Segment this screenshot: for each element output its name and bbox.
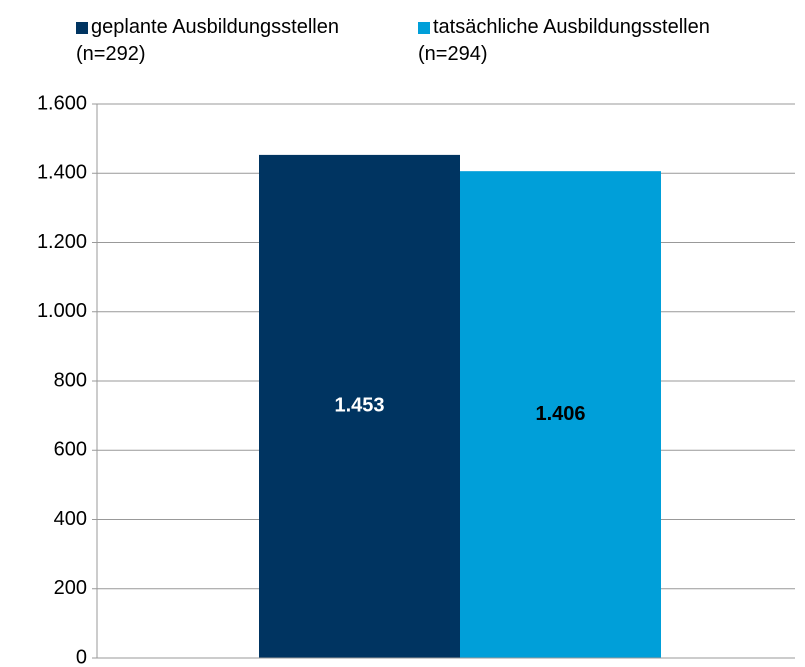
y-tick-label: 800: [54, 369, 87, 391]
y-tick-label: 1.200: [37, 231, 87, 253]
y-tick-label: 0: [76, 646, 87, 667]
legend-entry: geplante Ausbildungsstellen (n=292): [76, 14, 339, 68]
bar: [259, 154, 460, 658]
legend-entry: tatsächliche Ausbildungsstellen (n=294): [418, 14, 710, 68]
y-tick-label: 1.600: [37, 92, 87, 114]
legend-swatch: [418, 22, 430, 34]
data-label: 1.406: [535, 403, 585, 425]
data-label: 1.453: [334, 395, 384, 417]
legend-label: geplante Ausbildungsstellen (n=292): [76, 16, 339, 65]
y-tick-label: 400: [54, 508, 87, 530]
legend-label: tatsächliche Ausbildungsstellen (n=294): [418, 16, 710, 65]
y-tick-label: 200: [54, 577, 87, 599]
y-tick-label: 1.400: [37, 162, 87, 184]
legend-swatch: [76, 22, 88, 34]
bar: [460, 171, 661, 659]
y-tick-label: 600: [54, 439, 87, 461]
y-tick-label: 1.000: [37, 300, 87, 322]
